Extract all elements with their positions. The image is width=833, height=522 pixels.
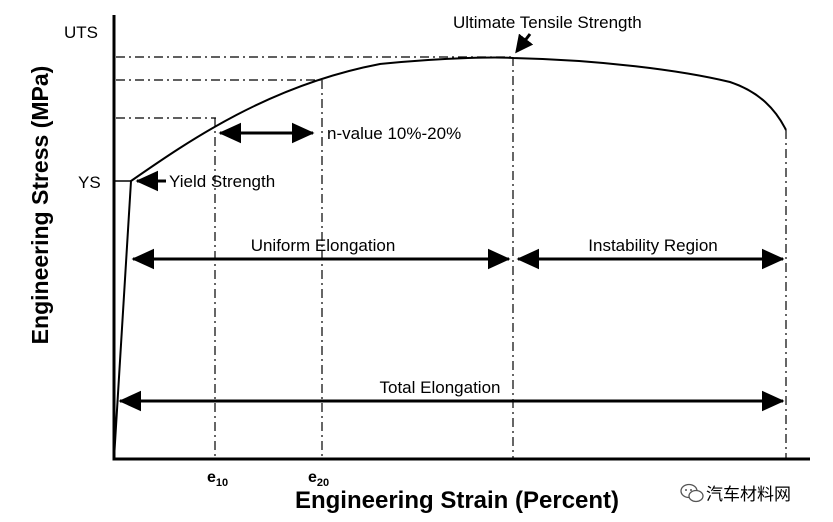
- wechat-icon: [680, 483, 704, 503]
- axes: [112, 15, 810, 461]
- x-tick-e20-sub: 20: [317, 477, 329, 489]
- tick-labels: UTS YS e10 e20: [64, 23, 329, 489]
- x-tick-e20-base: e: [308, 469, 317, 486]
- uts-annotation: Ultimate Tensile Strength: [453, 13, 642, 32]
- n-value-annotation: n-value 10%-20%: [327, 124, 461, 143]
- x-axis-title: Engineering Strain (Percent): [295, 487, 619, 514]
- stress-strain-curve: [113, 56, 787, 460]
- y-tick-uts: UTS: [64, 23, 98, 42]
- arrows: [118, 33, 785, 412]
- x-tick-e10-sub: 10: [216, 477, 228, 489]
- x-tick-e10: e10: [207, 469, 228, 489]
- uts-pointer-arrow: [515, 33, 534, 54]
- uniform-elongation-label: Uniform Elongation: [251, 236, 396, 255]
- vertical-guides: [214, 57, 787, 458]
- watermark: 汽车材料网: [680, 483, 791, 504]
- instability-region-label: Instability Region: [588, 236, 717, 255]
- x-tick-e10-base: e: [207, 469, 216, 486]
- annotations: Ultimate Tensile Strength Yield Strength…: [169, 13, 718, 397]
- watermark-text: 汽车材料网: [706, 485, 791, 504]
- total-elongation-label: Total Elongation: [380, 378, 501, 397]
- x-tick-e20: e20: [308, 469, 329, 489]
- y-tick-ys: YS: [78, 173, 101, 192]
- y-axis-title: Engineering Stress (MPa): [27, 66, 53, 345]
- yield-annotation: Yield Strength: [169, 172, 275, 191]
- horizontal-guides: [114, 56, 512, 182]
